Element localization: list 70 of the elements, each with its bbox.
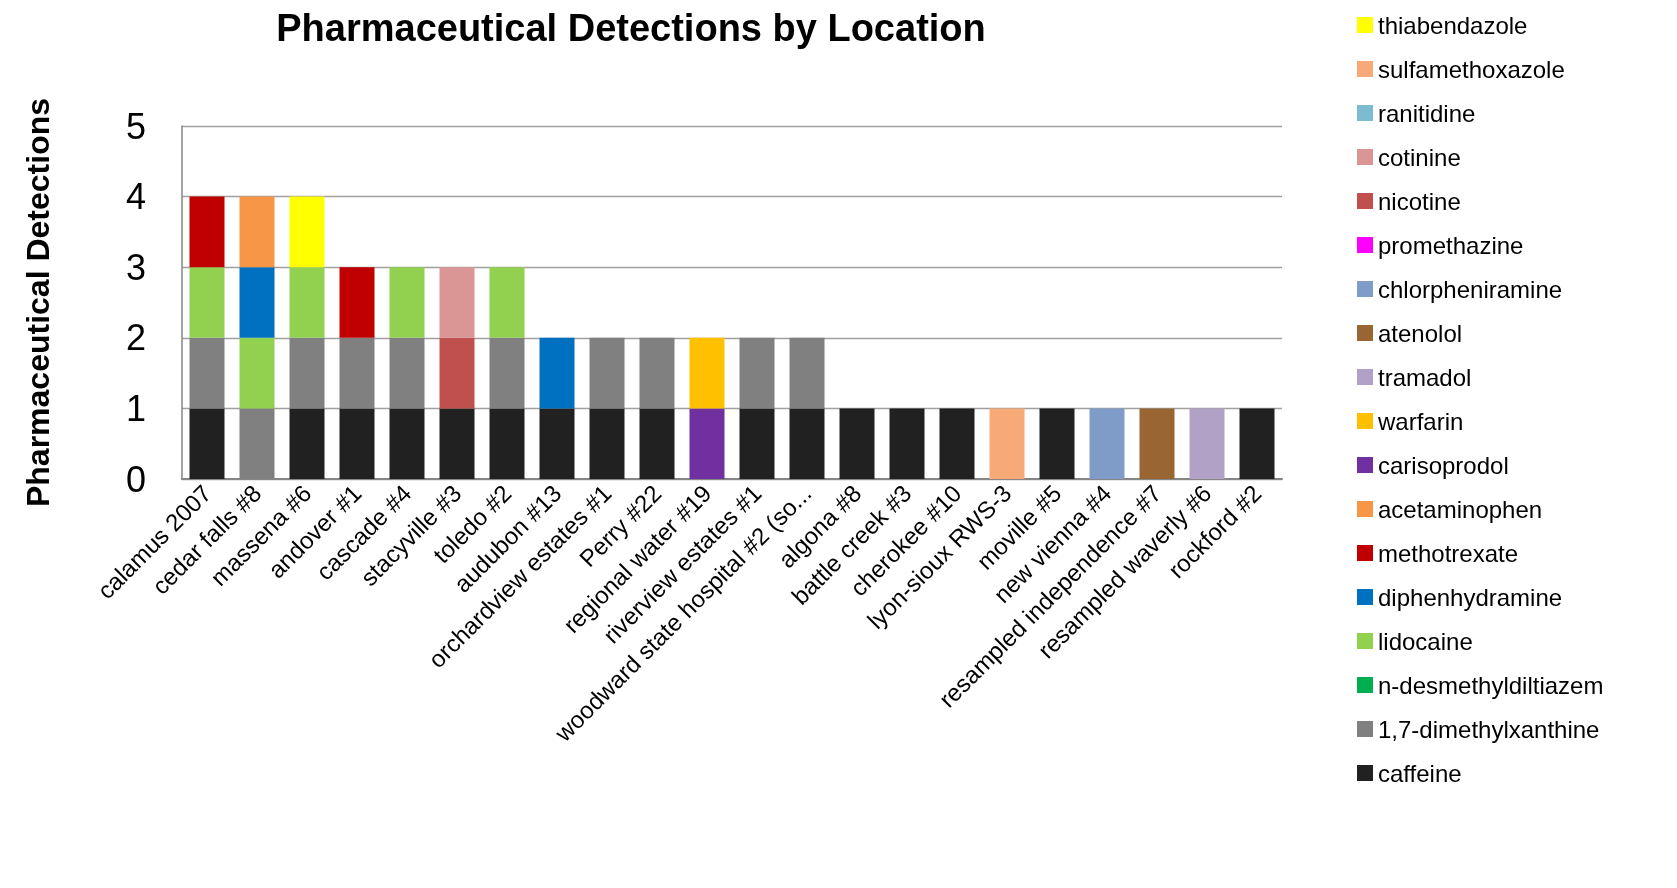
bar: [439, 267, 475, 338]
bar: [339, 337, 375, 409]
y-tick-label: 4: [125, 176, 146, 218]
legend-label: thiabendazole: [1378, 11, 1528, 39]
bar: [189, 337, 225, 409]
bar: [639, 408, 675, 479]
y-tick-label: 1: [125, 387, 146, 429]
legend-label: chlorpheniramine: [1378, 275, 1563, 303]
bar: [239, 267, 275, 338]
bar: [1239, 408, 1275, 479]
bar: [489, 337, 525, 409]
bar: [689, 408, 725, 479]
legend-label: methotrexate: [1378, 539, 1519, 567]
bar: [539, 337, 575, 409]
y-tick-label: 5: [125, 105, 146, 147]
legend-label: promethazine: [1378, 231, 1524, 259]
bar: [489, 408, 525, 479]
legend-label: tramadol: [1378, 363, 1472, 391]
bar: [289, 408, 325, 479]
legend-label: caffeine: [1378, 759, 1462, 787]
bar: [989, 408, 1025, 479]
bar: [1039, 408, 1075, 479]
bar: [189, 196, 225, 268]
legend-label: sulfamethoxazole: [1378, 55, 1565, 83]
legend-label: n-desmethyldiltiazem: [1378, 671, 1604, 699]
legend-label: warfarin: [1377, 407, 1464, 435]
bar: [1139, 408, 1175, 479]
bar: [539, 408, 575, 479]
y-tick-label: 2: [125, 317, 146, 359]
bar: [889, 408, 925, 479]
bar: [289, 196, 325, 268]
legend-label: 1,7-dimethylxanthine: [1378, 715, 1600, 743]
legend-label: lidocaine: [1378, 627, 1473, 655]
bar: [1189, 408, 1225, 479]
bar: [289, 267, 325, 338]
legend-label: ranitidine: [1378, 99, 1476, 127]
bar: [789, 337, 825, 409]
legend-label: acetaminophen: [1378, 495, 1543, 523]
bar: [939, 408, 975, 479]
bar: [639, 337, 675, 409]
bar: [789, 408, 825, 479]
y-tick-label: 0: [125, 458, 146, 500]
legend-label: cotinine: [1378, 143, 1461, 171]
bar: [439, 337, 475, 409]
bar: [389, 337, 425, 409]
legend-label: atenolol: [1378, 319, 1463, 347]
legend-label: nicotine: [1378, 187, 1461, 215]
bar: [339, 408, 375, 479]
bar: [189, 267, 225, 338]
bar: [589, 408, 625, 479]
bar: [389, 408, 425, 479]
bar: [589, 337, 625, 409]
bar: [189, 408, 225, 479]
bar: [839, 408, 875, 479]
chart-title: Pharmaceutical Detections by Location: [276, 7, 986, 49]
bar: [339, 267, 375, 338]
bar: [1089, 408, 1125, 479]
bar: [389, 267, 425, 338]
bar: [739, 408, 775, 479]
bar: [289, 337, 325, 409]
bar: [239, 337, 275, 409]
bar: [239, 196, 275, 268]
y-axis-title: Pharmaceutical Detections: [20, 97, 56, 508]
legend-label: carisoprodol: [1378, 451, 1509, 479]
bar: [439, 408, 475, 479]
bar: [739, 337, 775, 409]
y-tick-label: 3: [125, 246, 146, 288]
bar: [489, 267, 525, 338]
bar: [689, 337, 725, 409]
legend-label: diphenhydramine: [1378, 583, 1563, 611]
